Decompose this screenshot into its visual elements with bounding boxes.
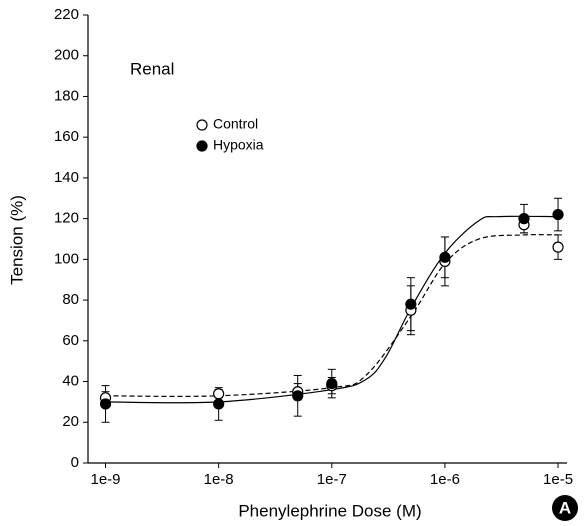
x-tick-label: 1e-9 — [91, 471, 121, 488]
legend-marker — [196, 119, 208, 131]
data-point — [552, 208, 564, 221]
legend-marker — [196, 140, 208, 152]
y-tick-label: 160 — [54, 128, 79, 145]
annotation: Renal — [130, 59, 174, 78]
y-tick-label: 80 — [62, 291, 79, 308]
fit-curve — [105, 215, 559, 404]
data-point — [213, 398, 225, 410]
y-tick-label: 20 — [62, 413, 79, 430]
x-tick-label: 1e-8 — [204, 471, 234, 488]
legend-label: Hypoxia — [213, 137, 264, 153]
y-tick-label: 220 — [54, 6, 79, 23]
y-tick-label: 60 — [62, 332, 79, 349]
x-tick-label: 1e-6 — [430, 471, 460, 488]
y-tick-label: 40 — [62, 373, 79, 390]
y-tick-label: 100 — [54, 250, 79, 267]
y-tick-label: 180 — [54, 87, 79, 104]
data-point — [213, 388, 225, 400]
legend-label: Control — [213, 116, 258, 132]
data-point — [405, 298, 417, 310]
x-tick-label: 1e-7 — [317, 471, 347, 488]
y-tick-label: 120 — [54, 210, 79, 227]
data-point — [99, 398, 112, 410]
y-tick-label: 140 — [54, 169, 79, 186]
panel-label: A — [559, 498, 571, 517]
y-tick-label: 0 — [71, 454, 79, 471]
data-point — [552, 241, 564, 253]
x-tick-label: 1e-5 — [543, 471, 573, 488]
y-axis-label: Tension (%) — [7, 195, 26, 285]
data-point — [326, 377, 338, 390]
panel-badge — [552, 495, 578, 521]
data-point — [439, 251, 451, 263]
data-point — [518, 213, 530, 225]
x-axis-label: Phenylephrine Dose (M) — [238, 501, 421, 520]
y-tick-label: 200 — [54, 47, 79, 64]
data-point — [292, 390, 304, 402]
